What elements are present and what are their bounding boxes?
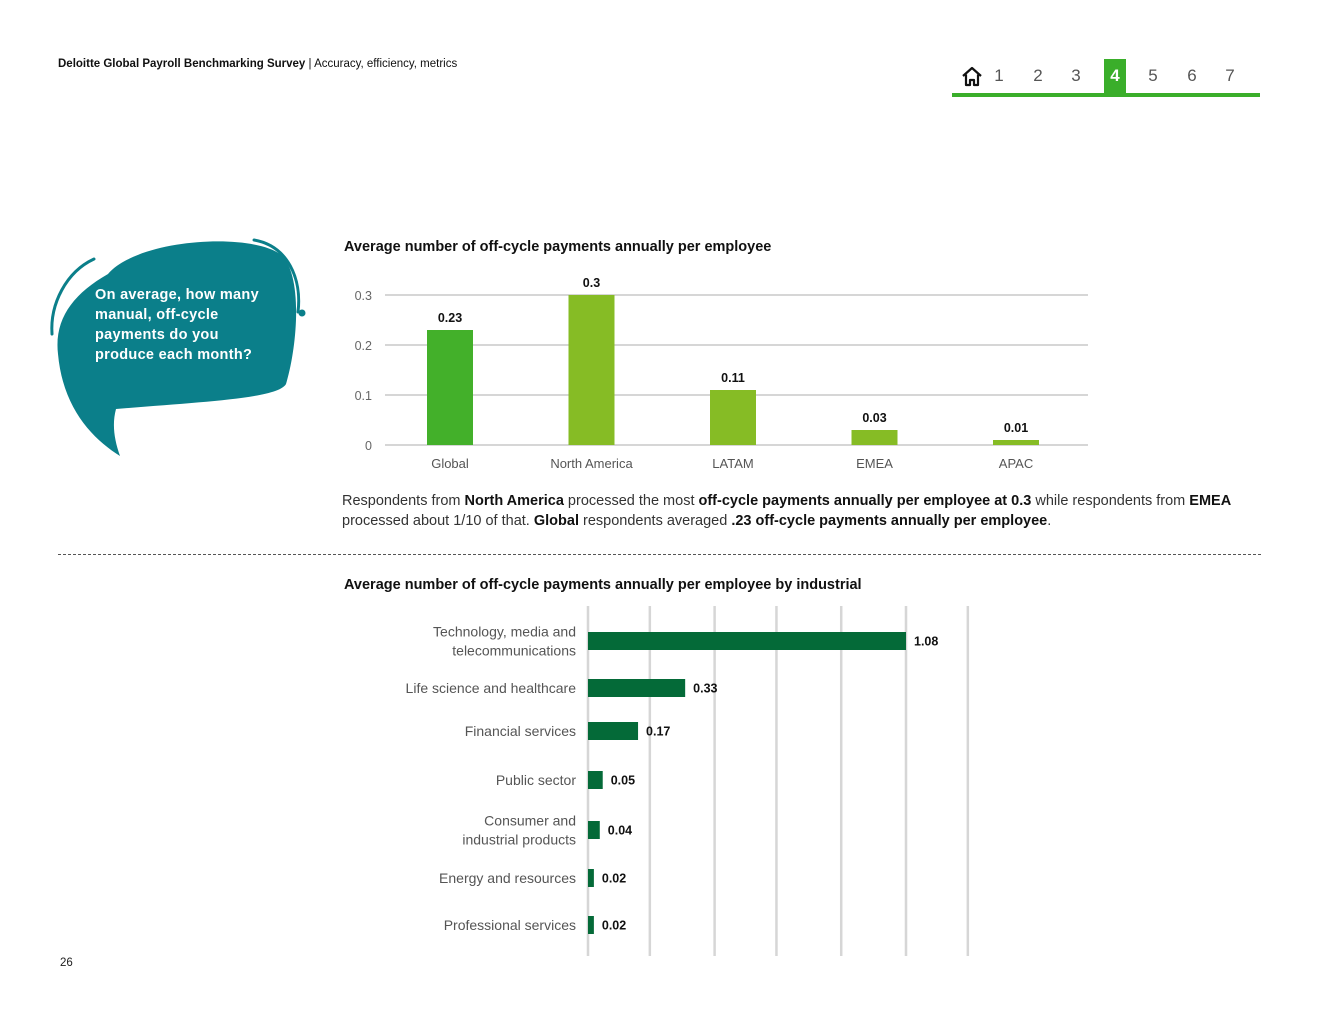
data-label: 0.11 [721,371,745,385]
question-bubble [50,238,306,456]
category-label: Technology, media and [433,624,576,640]
question-text: On average, how many manual, off-cycle p… [95,285,280,365]
summary-emphasis: EMEA [1189,493,1232,509]
bar [588,821,600,839]
category-label: Consumer and [484,813,576,829]
bar [588,916,594,934]
summary-emphasis: off-cycle payments annually per employee… [698,493,1032,509]
category-label: Professional services [444,917,576,933]
category-label: telecommunications [452,643,576,659]
category-label: industrial products [462,832,576,848]
bar [588,632,906,650]
nav-underline [952,93,1260,97]
nav-item-2[interactable]: 2 [1033,66,1043,85]
summary-text: Respondents from [342,493,465,509]
summary-text: while respondents from [1031,493,1190,509]
bar [588,722,639,740]
report-header: Deloitte Global Payroll Benchmarking Sur… [58,58,457,70]
section-nav: 1 2 3 4 5 6 7 [952,59,1260,97]
bar [851,430,898,445]
header-separator: | [305,58,315,70]
bar [568,295,615,445]
data-label: 0.04 [608,824,632,838]
x-tick-label: APAC [999,456,1033,471]
bar [427,330,473,445]
category-label: Life science and healthcare [406,680,577,696]
y-tick-label: 0.3 [355,289,372,303]
report-subtitle: Accuracy, efficiency, metrics [314,58,458,70]
x-tick-label: EMEA [856,456,893,471]
x-tick-label: North America [550,456,633,471]
summary-text: . [1047,513,1052,529]
category-label: Energy and resources [439,870,576,886]
data-label: 0.33 [693,682,717,696]
category-label: Public sector [496,772,576,788]
data-label: 0.03 [862,411,886,425]
bar [993,440,1039,445]
nav-item-6[interactable]: 6 [1187,66,1197,85]
data-label: 0.05 [611,774,635,788]
data-label: 0.02 [602,919,626,933]
question-line: payments do you [95,327,219,343]
data-label: 1.08 [914,635,938,649]
question-line: manual, off-cycle [95,307,219,323]
x-tick-label: LATAM [712,456,753,471]
data-label: 0.23 [438,311,462,325]
question-line: produce each month? [95,347,253,363]
x-tick-label: Global [431,456,469,471]
nav-item-4[interactable]: 4 [1104,59,1126,93]
nav-item-5[interactable]: 5 [1148,66,1158,85]
page-number: 26 [60,957,73,969]
nav-item-3[interactable]: 3 [1071,66,1081,85]
summary-emphasis: .23 off-cycle payments annually per empl… [731,513,1048,529]
category-label: Financial services [465,723,576,739]
data-label: 0.17 [646,725,670,739]
bar [588,869,594,887]
data-label: 0.02 [602,872,626,886]
y-tick-label: 0.1 [355,389,372,403]
bar [710,390,756,445]
summary-text: processed the most [563,493,699,509]
question-line: On average, how many [95,287,259,303]
summary-text: processed about 1/10 of that. [342,513,534,529]
industry-bar-chart: 1.08 Technology, media and telecommunicati… [406,606,970,956]
bar [588,679,686,697]
bar [588,771,603,789]
nav-item-7[interactable]: 7 [1225,66,1235,85]
home-icon[interactable] [960,65,984,89]
summary-emphasis: Global [533,513,579,529]
industry-chart-title: Average number of off-cycle payments ann… [344,577,862,593]
section-divider [58,554,1261,555]
report-title: Deloitte Global Payroll Benchmarking Sur… [58,58,306,70]
region-bar-chart: 0 0.1 0.2 0.3 0.23 Global 0.3 North America 0.11… [355,276,1088,471]
data-label: 0.01 [1004,421,1028,435]
summary-emphasis: North America [464,493,564,509]
chart-summary: Respondents from North America processed… [342,491,1242,531]
region-chart-title: Average number of off-cycle payments ann… [344,239,772,255]
nav-item-1[interactable]: 1 [994,66,1004,85]
y-tick-label: 0 [365,439,372,453]
y-tick-label: 0.2 [355,339,372,353]
data-label: 0.3 [583,276,600,290]
summary-text: respondents averaged [578,513,732,529]
